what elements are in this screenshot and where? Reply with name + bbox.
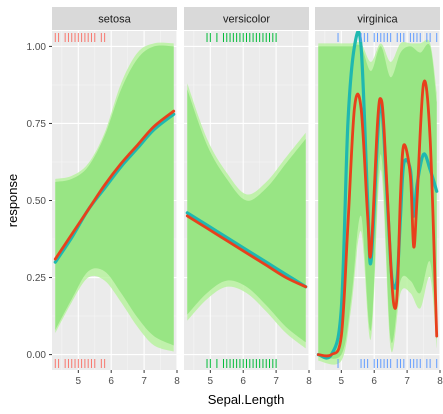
y-axis: 0.00 0.25 0.50 0.75 1.00	[27, 42, 52, 361]
strip-background	[184, 7, 309, 30]
y-tick-label: 0.25	[27, 273, 47, 284]
rug-marks	[206, 33, 277, 368]
strip-background	[315, 7, 440, 30]
rug-marks	[54, 33, 106, 368]
y-tick-label: 0.75	[27, 119, 47, 130]
x-tick-label: 8	[437, 376, 443, 387]
x-tick-label: 7	[404, 376, 410, 387]
panel-setosa: setosa 5 6 7 8	[52, 7, 180, 387]
confidence-band-inner	[187, 89, 306, 343]
series-line-red	[185, 214, 308, 289]
x-tick-label: 6	[108, 376, 114, 387]
x-tick-label: 8	[306, 376, 312, 387]
panel-versicolor: versicolor 5 6 7 8	[184, 7, 312, 387]
strip-label: setosa	[98, 14, 131, 26]
x-tick-label: 7	[141, 376, 147, 387]
strip-label: versicolor	[223, 14, 270, 26]
rug-marks	[337, 33, 438, 368]
x-tick-label: 6	[240, 376, 246, 387]
strip-background	[52, 7, 177, 30]
y-tick-label: 0.50	[27, 196, 47, 207]
series-line-teal	[53, 112, 176, 264]
y-tick-label: 0.00	[27, 350, 47, 361]
x-tick-label: 5	[339, 376, 345, 387]
y-axis-title: response	[5, 174, 20, 227]
series-line-red	[53, 109, 176, 261]
x-tick-label: 5	[208, 376, 214, 387]
x-tick-label: 6	[371, 376, 377, 387]
x-tick-label: 7	[273, 376, 279, 387]
series-line-teal	[185, 211, 308, 289]
x-axis-title: Sepal.Length	[208, 392, 285, 407]
y-tick-label: 1.00	[27, 42, 47, 53]
x-tick-label: 5	[76, 376, 82, 387]
strip-label: virginica	[357, 14, 398, 26]
panel-virginica: virginica 5 6 7 8	[315, 7, 443, 387]
confidence-band-inner	[55, 45, 174, 346]
series-line-red	[316, 79, 439, 358]
x-tick-label: 8	[174, 376, 180, 387]
